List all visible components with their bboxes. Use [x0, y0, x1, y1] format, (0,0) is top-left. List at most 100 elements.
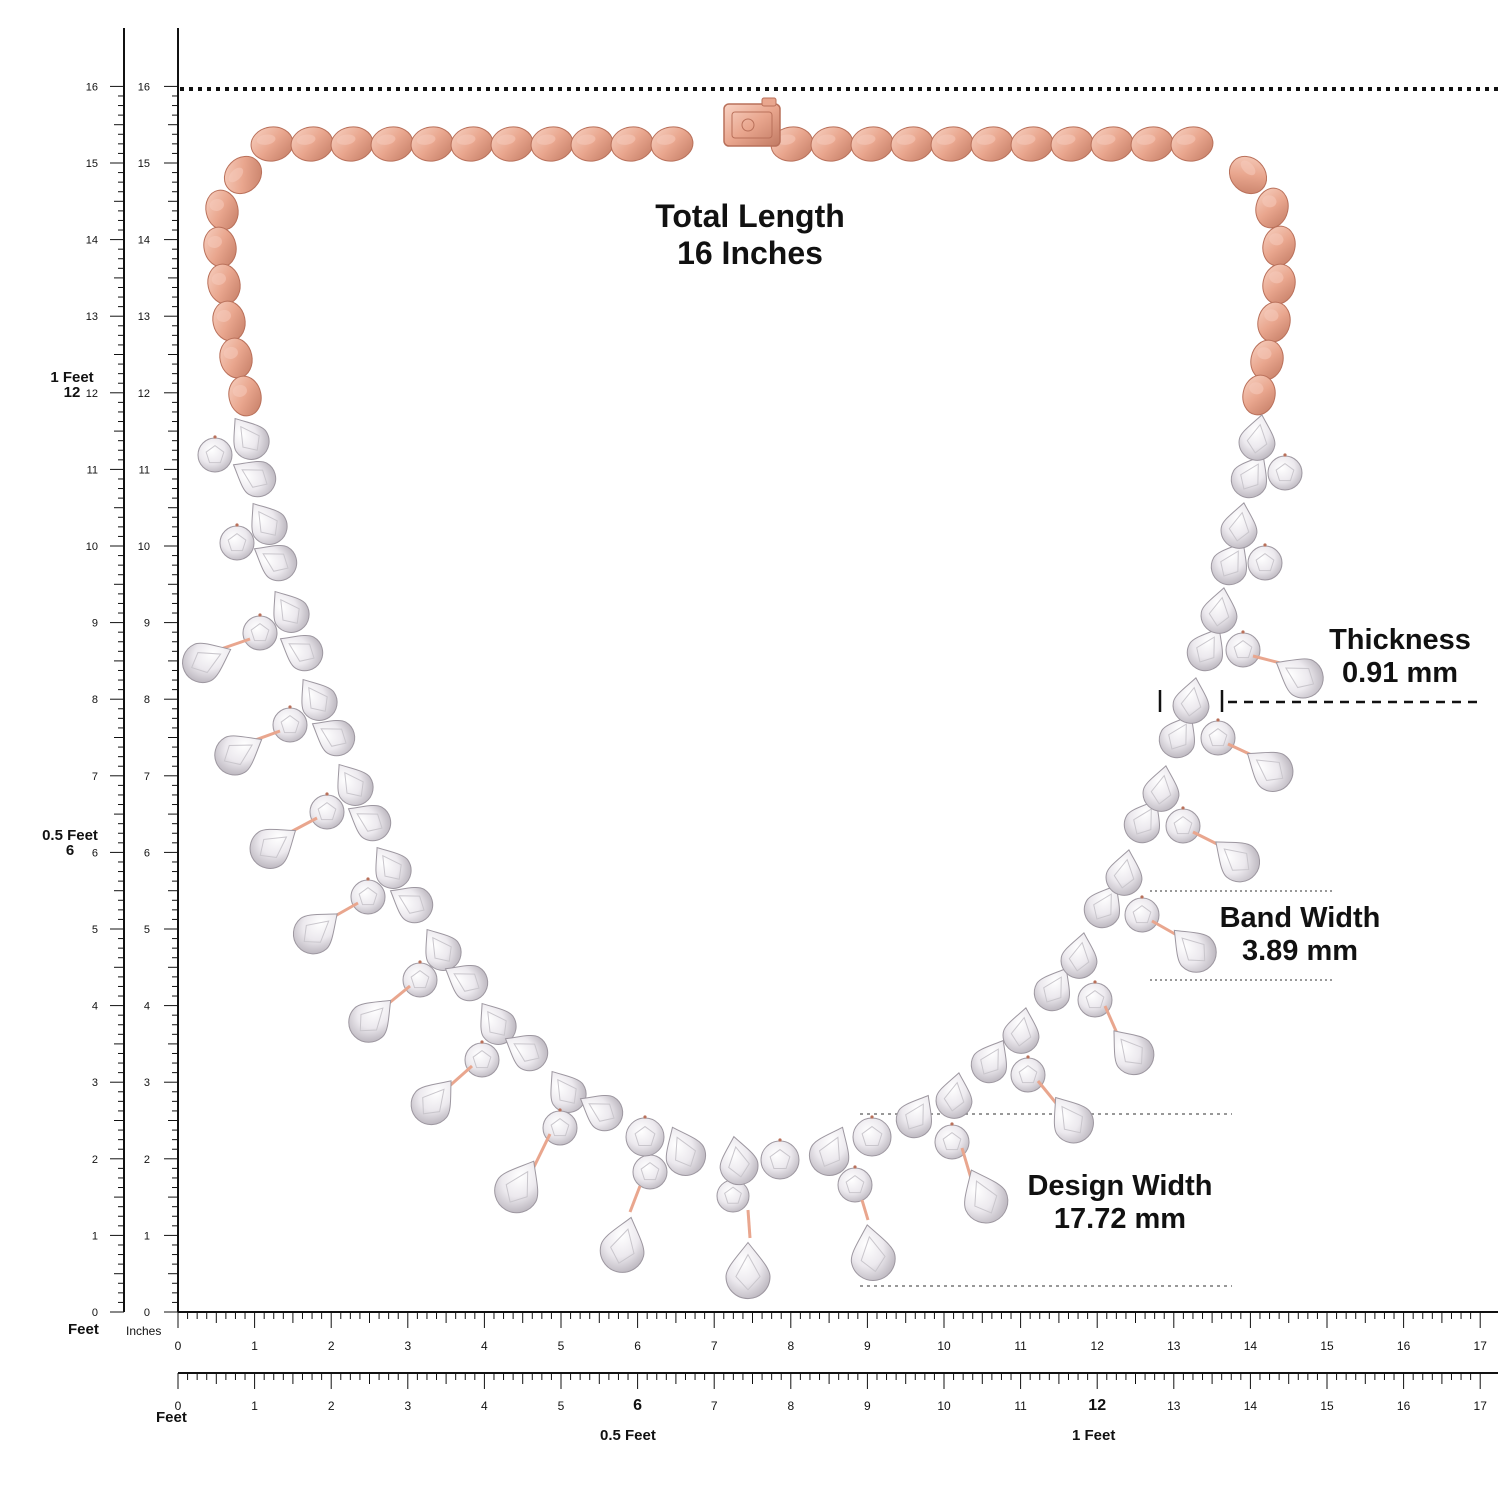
diamond-body: [253, 545, 298, 582]
diamond-prong: [1283, 453, 1287, 457]
chain-link: [250, 126, 294, 162]
chain-link: [970, 126, 1014, 162]
diamond-facet: [588, 1103, 615, 1122]
diamond-facet: [550, 1118, 570, 1137]
diamond-body: [760, 1140, 800, 1180]
chain-link-body: [410, 126, 454, 162]
diamond-prong: [288, 705, 292, 709]
diamond-body: [1238, 414, 1276, 461]
diamond-facet: [1220, 550, 1239, 577]
diamond-facet: [1181, 937, 1206, 962]
diamond-facet: [344, 771, 364, 797]
diamond-body: [444, 965, 489, 1002]
left-ruler-inner-label: 5: [144, 924, 150, 936]
diamond-body: [1158, 714, 1195, 759]
diamond-prong: [778, 1138, 782, 1142]
diamond-prong: [558, 1108, 562, 1112]
diamond-facet: [1208, 596, 1230, 627]
pear-diamond: [233, 417, 270, 460]
diamond-cluster: [182, 414, 1324, 1300]
pear-diamond: [1220, 502, 1258, 549]
chain-link: [1010, 126, 1054, 162]
clasp-latch: [761, 97, 777, 107]
second-ruler-label: 16: [1397, 1399, 1411, 1413]
measurement-guides: [180, 87, 1498, 1287]
chain-link: [370, 126, 414, 162]
second-ruler-feet-label: Feet: [156, 1409, 187, 1426]
pear-diamond: [665, 1126, 706, 1176]
chain-link-shine: [232, 384, 247, 398]
pear-diamond: [850, 1224, 896, 1281]
left-ruler-inner-label: 9: [144, 618, 150, 630]
diamond-facet: [769, 1148, 791, 1170]
left-ruler-inner-label: 7: [144, 771, 150, 783]
chain-link-body: [1130, 126, 1174, 162]
pear-diamond: [1053, 1096, 1094, 1144]
diamond-facet: [1010, 1016, 1032, 1047]
chain-link-body: [219, 337, 253, 379]
diamond-body: [625, 1117, 665, 1157]
diamond-body: [311, 720, 356, 757]
left-ruler-outer-label: 16: [86, 81, 98, 93]
diamond-facet: [320, 728, 347, 747]
diamond-facet: [1120, 1038, 1143, 1065]
round-diamond: [625, 1115, 665, 1157]
chain-link-body: [223, 155, 263, 195]
diamond-body: [935, 1072, 973, 1119]
diamond-facet: [1255, 553, 1275, 572]
left-ruler-outer-label: 7: [92, 771, 98, 783]
pear-diamond: [970, 1039, 1007, 1084]
second-ruler-one-feet-label: 1 Feet: [1072, 1427, 1116, 1444]
diamond-facet: [308, 686, 328, 712]
left-ruler-outer-label: 14: [86, 235, 98, 247]
chain-link-shine: [336, 134, 356, 145]
left-ruler-inner-label: 12: [138, 388, 150, 400]
diamond-facet: [1255, 759, 1284, 781]
total-length-value: 16 Inches: [677, 234, 823, 271]
diamond-prong: [1216, 718, 1220, 722]
second-ruler-label: 8: [787, 1399, 794, 1413]
pear-diamond: [1033, 967, 1070, 1012]
chain-link-shine: [1056, 134, 1076, 145]
chain-link-body: [490, 126, 534, 162]
round-diamond: [542, 1108, 578, 1146]
round-diamond: [1077, 980, 1113, 1018]
round-diamond: [1200, 718, 1236, 756]
round-diamond: [402, 960, 438, 998]
left-ruler-outer-label: 13: [86, 311, 98, 323]
chain-link-shine: [496, 134, 516, 145]
total-length-title: Total Length: [655, 198, 845, 234]
diamond-facet: [398, 895, 425, 914]
pear-diamond: [337, 763, 374, 806]
chain-link-shine: [1016, 134, 1036, 145]
pear-diamond: [1173, 929, 1217, 973]
thickness-value: 0.91 mm: [1341, 657, 1459, 690]
diamond-body: [402, 962, 438, 998]
diamond-prong: [870, 1115, 874, 1119]
pear-diamond: [1186, 627, 1223, 672]
diamond-body: [1172, 677, 1210, 724]
diamond-facet: [191, 652, 222, 674]
diamond-body: [504, 1035, 549, 1072]
pear-diamond: [1238, 414, 1276, 461]
diamond-body: [1123, 799, 1160, 844]
chain-link: [205, 189, 239, 231]
left-ruler-outer-label: 11: [87, 464, 98, 476]
chain-link: [1170, 126, 1214, 162]
diamond-facet: [359, 1007, 384, 1032]
left-ruler-outer-label: 15: [86, 158, 98, 170]
diamond-prong: [325, 792, 329, 796]
bottom-ruler-label: 4: [481, 1339, 488, 1353]
diamond-facet: [472, 1050, 492, 1069]
bottom-ruler-label: 11: [1014, 1339, 1027, 1353]
diamond-facet: [240, 425, 260, 451]
diamond-body: [375, 846, 412, 889]
left-ruler-inner-label: 6: [144, 847, 150, 859]
chain-link-body: [370, 126, 414, 162]
diamond-facet: [227, 533, 247, 552]
chain-link-body: [1170, 126, 1214, 162]
chain-link: [203, 226, 237, 268]
chain-link-body: [228, 375, 262, 417]
